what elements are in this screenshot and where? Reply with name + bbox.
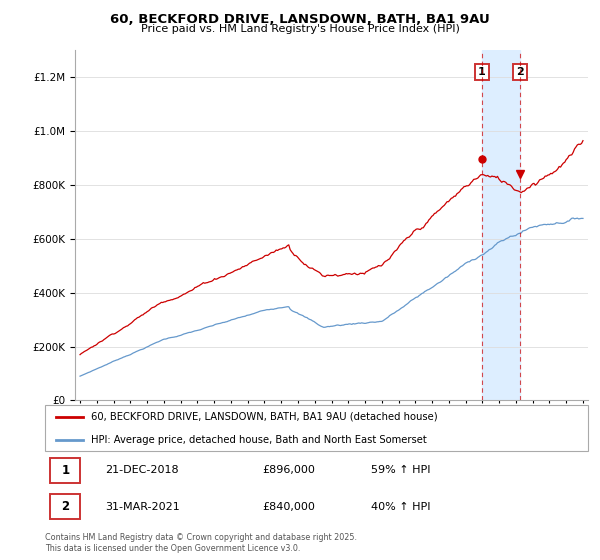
Text: 21-DEC-2018: 21-DEC-2018 <box>105 465 178 475</box>
Text: Price paid vs. HM Land Registry's House Price Index (HPI): Price paid vs. HM Land Registry's House … <box>140 24 460 34</box>
Text: 2: 2 <box>61 500 70 514</box>
Text: 1: 1 <box>61 464 70 477</box>
Text: 31-MAR-2021: 31-MAR-2021 <box>105 502 179 512</box>
Bar <box>482 50 520 400</box>
Text: 60, BECKFORD DRIVE, LANSDOWN, BATH, BA1 9AU: 60, BECKFORD DRIVE, LANSDOWN, BATH, BA1 … <box>110 13 490 26</box>
FancyBboxPatch shape <box>50 494 80 520</box>
Text: HPI: Average price, detached house, Bath and North East Somerset: HPI: Average price, detached house, Bath… <box>91 435 427 445</box>
Text: 2: 2 <box>516 67 524 77</box>
Text: £896,000: £896,000 <box>262 465 315 475</box>
Text: 60, BECKFORD DRIVE, LANSDOWN, BATH, BA1 9AU (detached house): 60, BECKFORD DRIVE, LANSDOWN, BATH, BA1 … <box>91 412 438 422</box>
Text: 59% ↑ HPI: 59% ↑ HPI <box>371 465 430 475</box>
Text: Contains HM Land Registry data © Crown copyright and database right 2025.
This d: Contains HM Land Registry data © Crown c… <box>45 533 357 553</box>
Text: 1: 1 <box>478 67 486 77</box>
FancyBboxPatch shape <box>45 405 588 451</box>
Text: 40% ↑ HPI: 40% ↑ HPI <box>371 502 430 512</box>
Text: £840,000: £840,000 <box>262 502 315 512</box>
FancyBboxPatch shape <box>50 458 80 483</box>
